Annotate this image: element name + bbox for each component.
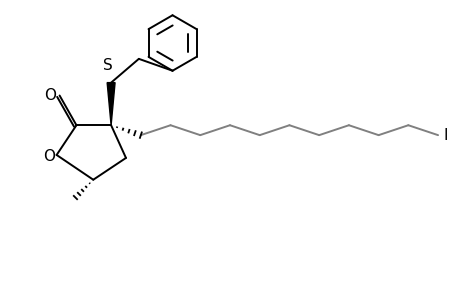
Text: O: O bbox=[43, 149, 55, 164]
Text: S: S bbox=[103, 58, 113, 73]
Polygon shape bbox=[107, 82, 115, 125]
Text: I: I bbox=[443, 128, 448, 142]
Text: O: O bbox=[44, 88, 56, 103]
